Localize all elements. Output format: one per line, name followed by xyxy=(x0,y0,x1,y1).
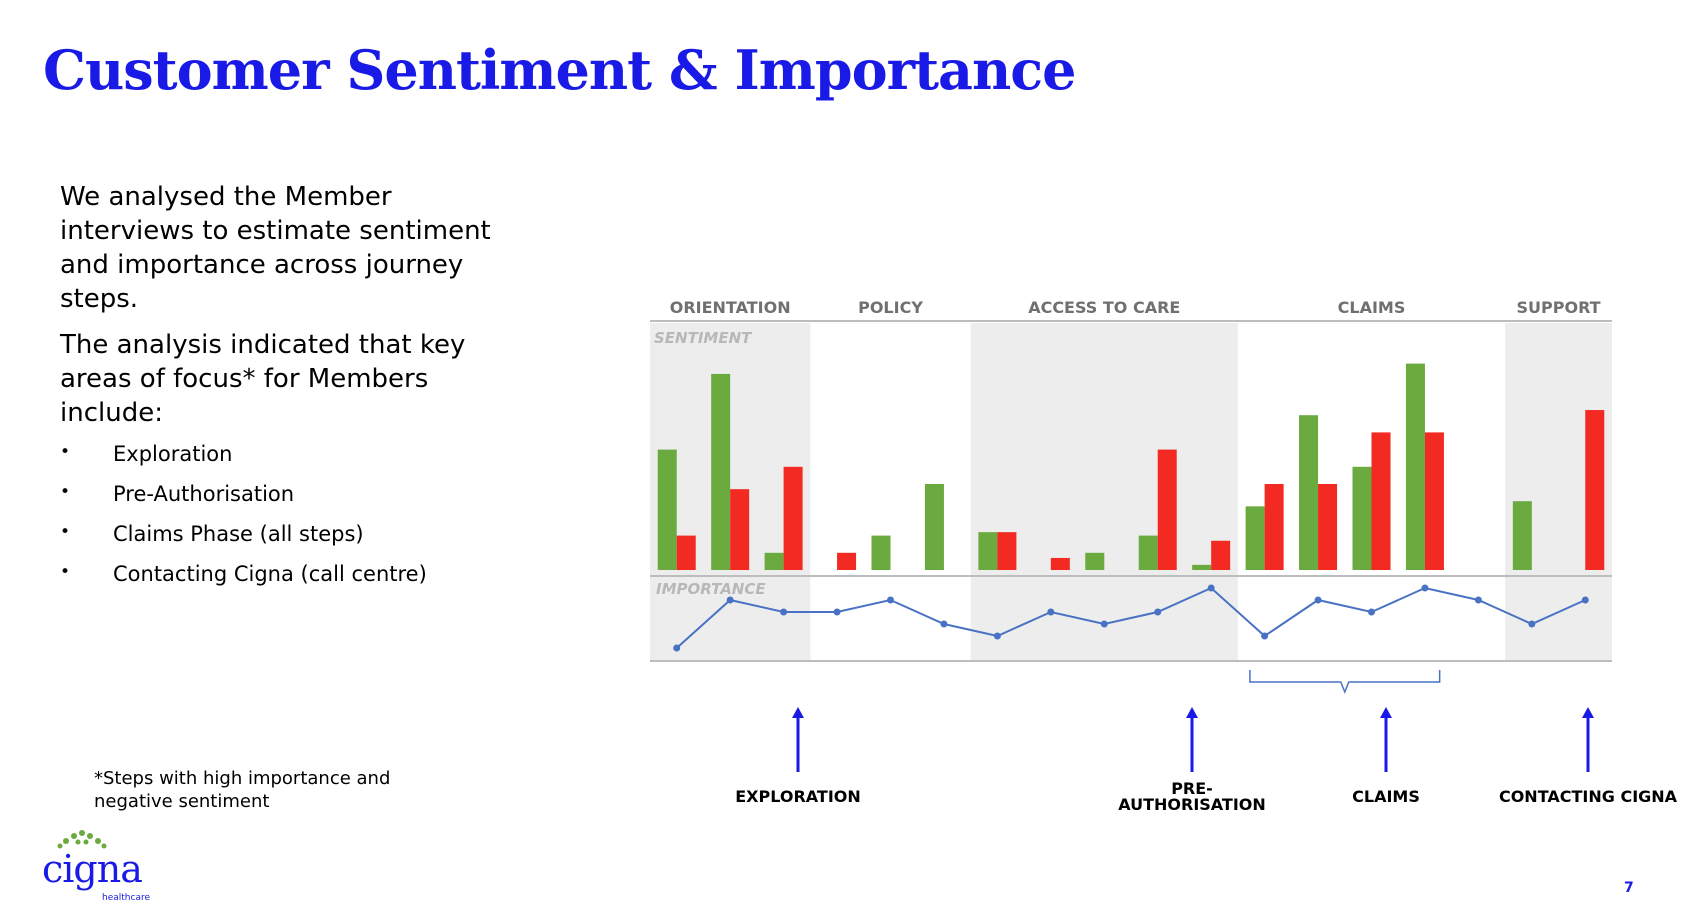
negative-bar xyxy=(1157,449,1177,570)
negative-bar xyxy=(1211,540,1231,570)
importance-point xyxy=(1314,596,1322,604)
page-number: 7 xyxy=(1624,880,1634,896)
arrow-head-icon xyxy=(1380,707,1392,718)
positive-bar xyxy=(1138,535,1158,570)
intro-paragraph-1: We analysed the Member interviews to est… xyxy=(60,182,491,314)
positive-bar xyxy=(1405,363,1425,570)
importance-point xyxy=(1100,620,1108,628)
callout-label: CONTACTING CIGNA xyxy=(1498,787,1678,806)
negative-bar xyxy=(1585,410,1605,570)
negative-bar xyxy=(730,489,750,570)
negative-bar xyxy=(1264,484,1284,570)
tree-icon xyxy=(57,830,107,849)
positive-bar xyxy=(1299,415,1319,570)
positive-bar xyxy=(1085,552,1105,570)
phase-label-claims: CLAIMS xyxy=(1338,298,1406,317)
positive-bar xyxy=(871,535,891,570)
importance-point xyxy=(726,596,734,604)
phase-shade-1 xyxy=(970,323,1238,660)
importance-point xyxy=(993,632,1001,640)
importance-point xyxy=(1528,620,1536,628)
logo-wordmark: cigna xyxy=(42,847,143,891)
positive-bar xyxy=(978,532,998,570)
positive-bar xyxy=(924,484,944,570)
callout-label: EXPLORATION xyxy=(735,787,861,806)
focus-areas-list: Exploration Pre-Authorisation Claims Pha… xyxy=(60,442,427,602)
positive-bar xyxy=(711,373,731,570)
negative-bar xyxy=(1050,557,1070,570)
negative-bar xyxy=(783,466,803,570)
importance-point xyxy=(940,620,948,628)
cigna-logo: cigna healthcare xyxy=(42,830,162,905)
importance-point xyxy=(1421,584,1429,592)
phase-label-support: SUPPORT xyxy=(1517,298,1601,317)
list-item: Pre-Authorisation xyxy=(60,482,427,522)
sentiment-label: SENTIMENT xyxy=(654,329,753,347)
negative-bar xyxy=(676,535,696,570)
importance-point xyxy=(1474,596,1482,604)
importance-label: IMPORTANCE xyxy=(656,580,766,598)
list-item: Claims Phase (all steps) xyxy=(60,522,427,562)
phase-label-policy: POLICY xyxy=(858,298,923,317)
importance-point xyxy=(1207,584,1215,592)
intro-paragraph-2: The analysis indicated that key areas of… xyxy=(60,330,466,428)
importance-line xyxy=(676,586,1586,649)
importance-point xyxy=(887,596,894,604)
callout-label: CLAIMS xyxy=(1352,787,1420,806)
positive-bar xyxy=(1352,466,1372,570)
importance-point xyxy=(1581,596,1589,604)
arrow-head-icon xyxy=(1186,707,1198,718)
phase-label-access-to-care: ACCESS TO CARE xyxy=(1028,298,1180,317)
logo-subtext: healthcare xyxy=(102,893,150,903)
negative-bar xyxy=(997,532,1017,570)
intro-text: We analysed the Member interviews to est… xyxy=(60,180,530,442)
positive-bar xyxy=(1192,564,1212,570)
positive-bar xyxy=(764,552,784,570)
positive-bar xyxy=(1245,506,1265,570)
importance-point xyxy=(673,644,681,652)
importance-point xyxy=(1154,608,1162,616)
phase-label-orientation: ORIENTATION xyxy=(670,298,791,317)
footnote: *Steps with high importance and negative… xyxy=(94,768,391,812)
arrow-head-icon xyxy=(1582,707,1594,718)
positive-bar xyxy=(1512,501,1532,570)
importance-point xyxy=(1047,608,1055,616)
importance-point xyxy=(1261,632,1269,640)
importance-point xyxy=(1368,608,1375,616)
importance-point xyxy=(833,608,841,616)
list-item: Exploration xyxy=(60,442,427,482)
negative-bar xyxy=(1371,432,1391,570)
arrow-head-icon xyxy=(792,707,804,718)
list-item: Contacting Cigna (call centre) xyxy=(60,562,427,602)
callout-label: PRE- AUTHORISATION xyxy=(1118,779,1266,814)
page-title: Customer Sentiment & Importance xyxy=(43,38,1077,102)
negative-bar xyxy=(1424,432,1444,570)
claims-bracket xyxy=(1249,670,1441,695)
negative-bar xyxy=(1318,484,1338,570)
negative-bar xyxy=(837,552,857,570)
importance-point xyxy=(780,608,788,616)
positive-bar xyxy=(657,449,677,570)
